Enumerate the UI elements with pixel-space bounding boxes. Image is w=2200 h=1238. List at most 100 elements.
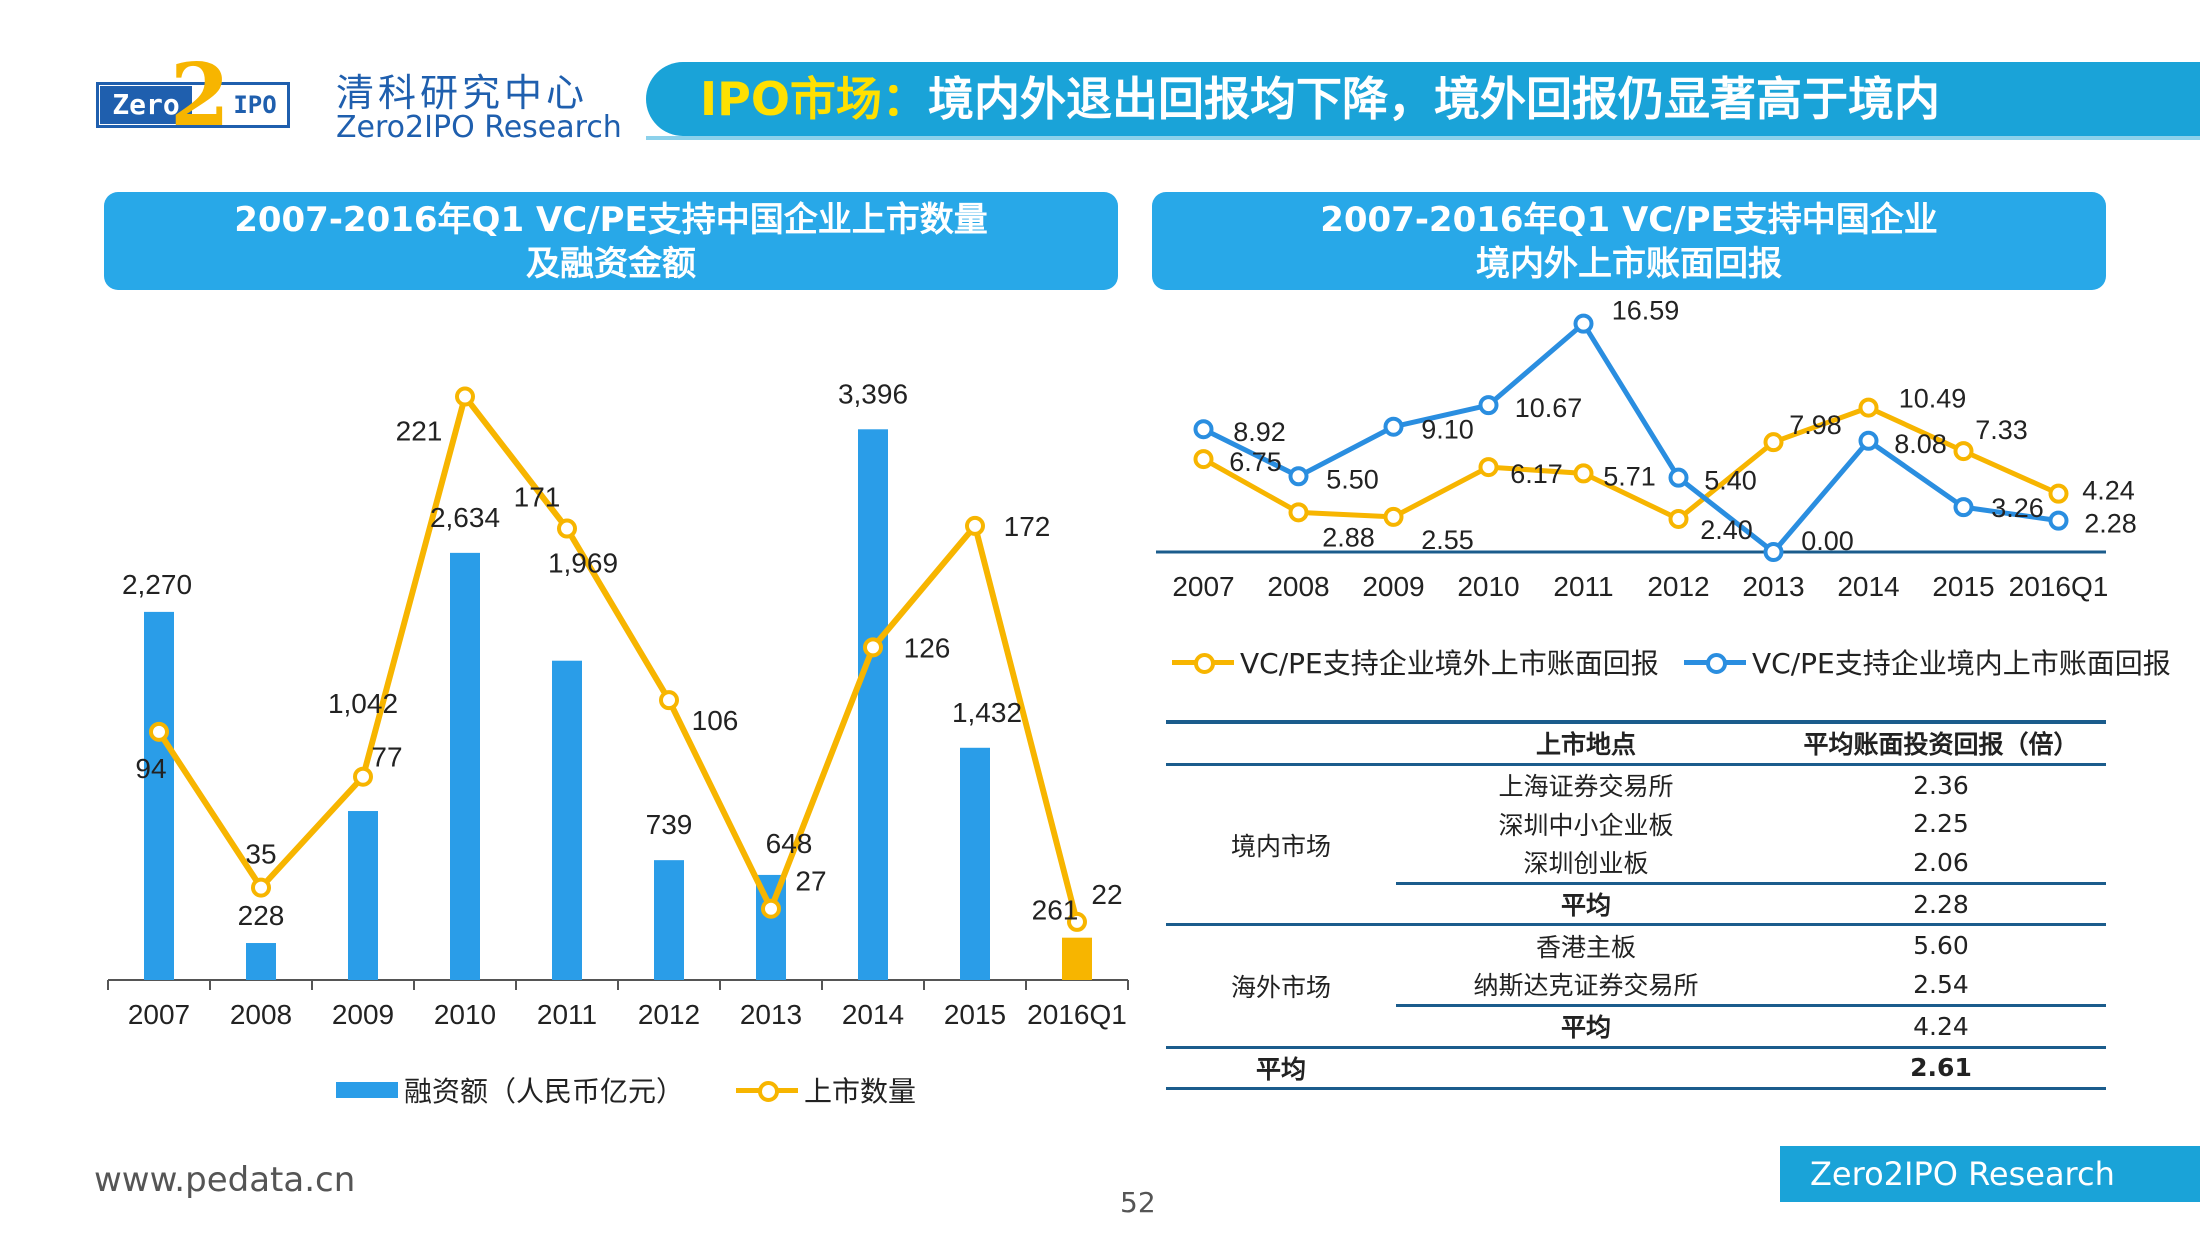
table-cell-value: 2.36 [1776, 762, 2106, 805]
logo-zero-text: Zero [100, 86, 192, 124]
point-overseas-2010 [1478, 457, 1499, 478]
table-cell-location: 上海证券交易所 [1396, 762, 1776, 805]
right-chart-title-line1: 2007-2016年Q1 VC/PE支持中国企业 [1320, 200, 1938, 240]
legend-domestic-swatch [1684, 650, 1746, 674]
legend-financing: 融资额（人民币亿元） [336, 1070, 684, 1110]
line-value-label: 5.71 [1603, 461, 1656, 491]
x-tick-label: 2010 [434, 999, 496, 1030]
point-overseas-2007 [1193, 449, 1214, 470]
line-value-label: 0.00 [1801, 526, 1854, 556]
line-overseas-return [1202, 405, 2060, 522]
table-cell-value: 2.25 [1913, 809, 1969, 839]
line-value-label: 94 [135, 753, 166, 784]
left-chart-title-line1: 2007-2016年Q1 VC/PE支持中国企业上市数量 [234, 200, 988, 240]
x-tick-label: 2014 [842, 999, 904, 1030]
point-ipo-count-2008 [251, 877, 271, 898]
table-header-return: 平均账面投资回报（倍） [1803, 730, 2079, 760]
bar-value-label: 1,042 [328, 688, 398, 719]
table-cell-total-value: 2.61 [1776, 1045, 2106, 1091]
x-tick-label: 2016Q1 [1027, 999, 1127, 1030]
bar-financing-2016Q1 [1062, 937, 1092, 980]
line-value-label: 22 [1091, 879, 1122, 910]
bar-financing-2007 [144, 611, 174, 980]
point-overseas-2008 [1288, 502, 1309, 523]
right-chart-title-line2: 境内外上市账面回报 [1476, 244, 1782, 284]
legend-ipo-count-label: 上市数量 [804, 1075, 917, 1108]
table-row: 纳斯达克证券交易所 2.54 [1166, 965, 2106, 1005]
line-value-label: 35 [245, 839, 276, 870]
line-value-label: 77 [371, 742, 402, 773]
point-ipo-count-2010 [455, 386, 475, 407]
point-domestic-2007 [1193, 419, 1214, 440]
table-cell-avg-value: 2.28 [1776, 881, 2106, 925]
line-value-label: 3.26 [1991, 493, 2044, 523]
point-ipo-count-2016Q1 [1067, 911, 1087, 932]
point-domestic-2008 [1288, 466, 1309, 487]
table-cell-location: 香港主板 [1396, 923, 1776, 966]
table-cell-value: 2.06 [1913, 847, 1969, 877]
table-header-row: 上市地点 平均账面投资回报（倍） [1166, 722, 2106, 764]
table-group-domestic: 境内市场 [1166, 762, 1396, 925]
table-cell-avg-value: 4.24 [1776, 1003, 2106, 1047]
table-row: 深圳创业板 2.06 [1166, 843, 2106, 883]
table-cell-avg-label: 平均 [1396, 1003, 1776, 1047]
legend-domestic-label: VC/PE支持企业境内上市账面回报 [1752, 647, 2171, 680]
line-domestic-return [1202, 321, 2059, 555]
bar-value-label: 2,634 [430, 502, 500, 533]
line-value-label: 6.17 [1510, 459, 1563, 489]
line-value-label: 9.10 [1421, 415, 1474, 445]
point-domestic-2010 [1478, 395, 1499, 416]
point-overseas-2014 [1858, 397, 1879, 418]
x-tick-label: 2013 [1742, 571, 1804, 602]
footer-url[interactable]: www.pedata.cn [94, 1160, 356, 1200]
line-value-label: 27 [795, 866, 826, 897]
title-underline [646, 136, 2200, 140]
table-cell-location: 纳斯达克证券交易所 [1473, 971, 1699, 1001]
page-title-rest: 境内外退出回报均下降，境外回报仍显著高于境内 [927, 72, 1940, 126]
line-ipo-count [156, 393, 1080, 923]
table-cell-value: 5.60 [1776, 923, 2106, 966]
legend-overseas-swatch [1172, 650, 1234, 674]
line-value-label: 10.49 [1899, 384, 1967, 414]
point-ipo-count-2013 [761, 898, 781, 919]
left-chart-title-line2: 及融资金额 [526, 244, 696, 284]
page-number: 52 [1120, 1186, 1156, 1219]
bar-value-label: 3,396 [838, 378, 908, 409]
bar-financing-2011 [552, 660, 582, 980]
brand-name-cn: 清科研究中心 [336, 71, 589, 115]
page-title-highlight: IPO市场： [700, 72, 928, 126]
point-overseas-2011 [1573, 463, 1594, 484]
line-value-label: 8.08 [1894, 429, 1947, 459]
logo-ipo-text: IPO [233, 91, 277, 119]
table-cell-value: 2.54 [1913, 969, 1969, 999]
bar-financing-2009 [348, 811, 378, 980]
table-row-subtotal: 平均 2.28 [1166, 881, 2106, 925]
line-value-label: 172 [1004, 511, 1051, 542]
line-value-label: 2.40 [1700, 515, 1753, 545]
line-value-label: 6.75 [1229, 447, 1282, 477]
legend-overseas-label: VC/PE支持企业境外上市账面回报 [1240, 647, 1659, 680]
point-domestic-2014 [1858, 430, 1879, 451]
page-title: IPO市场：境内外退出回报均下降，境外回报仍显著高于境内 [700, 70, 1940, 128]
title-bar [646, 62, 2200, 136]
table-cell-avg-label: 平均 [1396, 881, 1776, 925]
footer-brand: Zero2IPO Research [1780, 1146, 2200, 1202]
bar-financing-2015 [960, 747, 990, 980]
x-tick-label: 2015 [944, 999, 1006, 1030]
point-overseas-2016Q1 [2048, 483, 2069, 504]
table-row: 深圳中小企业板 2.25 [1166, 804, 2106, 843]
x-tick-label: 2014 [1837, 571, 1899, 602]
table-row-total: 平均 2.61 [1166, 1045, 2106, 1091]
right-chart-title: 2007-2016年Q1 VC/PE支持中国企业 境内外上市账面回报 [1152, 192, 2106, 290]
point-overseas-2009 [1383, 506, 1404, 527]
line-value-label: 126 [904, 632, 951, 663]
line-value-label: 5.40 [1704, 466, 1757, 496]
ipo-count-financing-chart: 2007 2008 2009 2010 2011 2012 2013 2014 2015 2016… [107, 378, 1129, 1030]
left-chart-title: 2007-2016年Q1 VC/PE支持中国企业上市数量 及融资金额 [104, 192, 1118, 290]
line-value-label: 16.59 [1612, 296, 1680, 326]
table-row-subtotal: 平均 4.24 [1166, 1003, 2106, 1047]
x-tick-label: 2007 [1172, 571, 1234, 602]
bar-value-label: 648 [766, 828, 813, 859]
line-value-label: 106 [692, 705, 739, 736]
line-value-label: 2.55 [1421, 525, 1474, 555]
